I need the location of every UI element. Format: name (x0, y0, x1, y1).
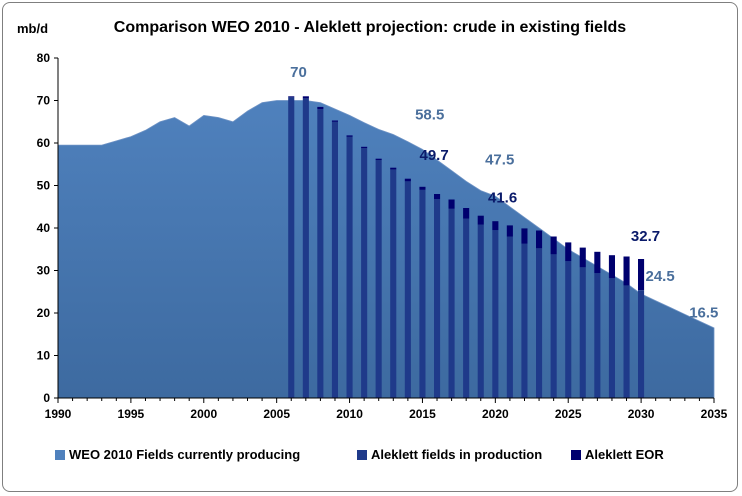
bar-aleklett-fields (638, 290, 645, 398)
bar-aleklett-eor (361, 146, 368, 149)
bar-aleklett-fields (361, 148, 368, 398)
data-label: 41.6 (488, 190, 517, 207)
x-tick-label: 2020 (482, 407, 509, 421)
bar-aleklett-eor (448, 199, 455, 209)
bar-aleklett-eor (288, 96, 295, 98)
bar-aleklett-fields (565, 261, 572, 398)
bar-aleklett-fields (492, 230, 499, 398)
bar-aleklett-fields (477, 224, 484, 398)
bar-aleklett-eor (331, 120, 338, 122)
bar-aleklett-eor (463, 208, 470, 219)
chart-title: Comparison WEO 2010 - Aleklett projectio… (114, 19, 627, 36)
y-tick-label: 80 (37, 51, 51, 65)
y-tick-label: 50 (37, 179, 51, 193)
bar-aleklett-fields (390, 169, 397, 398)
x-tick-label: 2030 (628, 407, 655, 421)
data-labels: 70 58.5 49.7 47.5 41.6 32.7 24.5 16.5 (290, 64, 718, 321)
x-tick-label: 1995 (118, 407, 145, 421)
weo-area (57, 100, 715, 399)
y-tick-label: 30 (37, 264, 51, 278)
x-tick-label: 2015 (409, 407, 436, 421)
bar-aleklett-fields (608, 278, 615, 398)
legend-swatch (571, 450, 581, 460)
bar-aleklett-fields (463, 218, 470, 398)
data-label: 16.5 (689, 304, 718, 321)
bar-aleklett-eor (638, 259, 645, 290)
bar-aleklett-eor (608, 255, 615, 279)
y-tick-label: 40 (37, 221, 51, 235)
data-label: 24.5 (645, 268, 674, 285)
bar-aleklett-eor (594, 251, 601, 274)
y-tick-label: 0 (43, 391, 50, 405)
y-tick-label: 70 (37, 94, 51, 108)
legend-item: Aleklett fields in production (357, 447, 542, 462)
bar-aleklett-fields (346, 136, 353, 398)
legend-label: Aleklett fields in production (371, 447, 542, 462)
x-tick-label: 1990 (45, 407, 72, 421)
bar-aleklett-eor (404, 178, 411, 182)
x-tick-label: 2035 (701, 407, 728, 421)
legend-item: WEO 2010 Fields currently producing (55, 447, 300, 462)
bar-aleklett-fields (331, 121, 338, 399)
bar-aleklett-eor (434, 194, 441, 200)
legend-swatch (357, 450, 367, 460)
bar-aleklett-eor (623, 256, 630, 286)
bar-aleklett-eor (492, 221, 499, 231)
x-tick-label: 2000 (190, 407, 217, 421)
data-label: 49.7 (419, 147, 448, 164)
data-label: 47.5 (485, 151, 514, 168)
bar-aleklett-fields (419, 189, 426, 398)
bar-aleklett-fields (594, 273, 601, 398)
legend: WEO 2010 Fields currently producing Alekl… (55, 447, 664, 462)
bar-aleklett-fields (302, 98, 309, 399)
x-tick-label: 2010 (336, 407, 363, 421)
bar-aleklett-eor (346, 135, 353, 137)
bar-aleklett-fields (506, 236, 513, 398)
bar-aleklett-fields (375, 160, 382, 398)
bar-aleklett-fields (404, 181, 411, 398)
y-axis-unit-label: mb/d (17, 21, 48, 36)
bar-aleklett-fields (521, 243, 528, 398)
bar-aleklett-eor (419, 186, 426, 190)
bar-aleklett-fields (623, 285, 630, 398)
bar-aleklett-eor (521, 228, 528, 244)
bar-aleklett-fields (288, 97, 295, 398)
bar-aleklett-fields (448, 208, 455, 398)
data-label: 58.5 (415, 107, 444, 124)
bar-aleklett-eor (579, 247, 586, 268)
y-tick-label: 10 (37, 349, 51, 363)
bar-aleklett-eor (390, 167, 397, 170)
bar-aleklett-eor (565, 242, 572, 262)
bar-aleklett-eor (375, 158, 382, 160)
bar-aleklett-eor (477, 215, 484, 225)
bar-aleklett-fields (579, 267, 586, 398)
legend-swatch (55, 450, 65, 460)
bar-aleklett-eor (506, 225, 513, 237)
x-tick-label: 2005 (263, 407, 290, 421)
legend-item: Aleklett EOR (571, 447, 664, 462)
y-tick-label: 60 (37, 136, 51, 150)
bar-aleklett-eor (550, 236, 557, 255)
bar-aleklett-fields (317, 109, 324, 398)
plot-area (57, 96, 715, 399)
legend-label: WEO 2010 Fields currently producing (69, 447, 300, 462)
bar-aleklett-eor (302, 96, 309, 99)
bar-aleklett-eor (317, 106, 324, 109)
bar-aleklett-fields (434, 199, 441, 398)
bar-aleklett-fields (536, 248, 543, 398)
data-label: 32.7 (631, 228, 660, 245)
bar-aleklett-eor (536, 230, 543, 249)
y-tick-label: 20 (37, 306, 51, 320)
data-label: 70 (290, 64, 307, 81)
bar-aleklett-fields (550, 254, 557, 398)
x-tick-label: 2025 (555, 407, 582, 421)
legend-label: Aleklett EOR (585, 447, 664, 462)
